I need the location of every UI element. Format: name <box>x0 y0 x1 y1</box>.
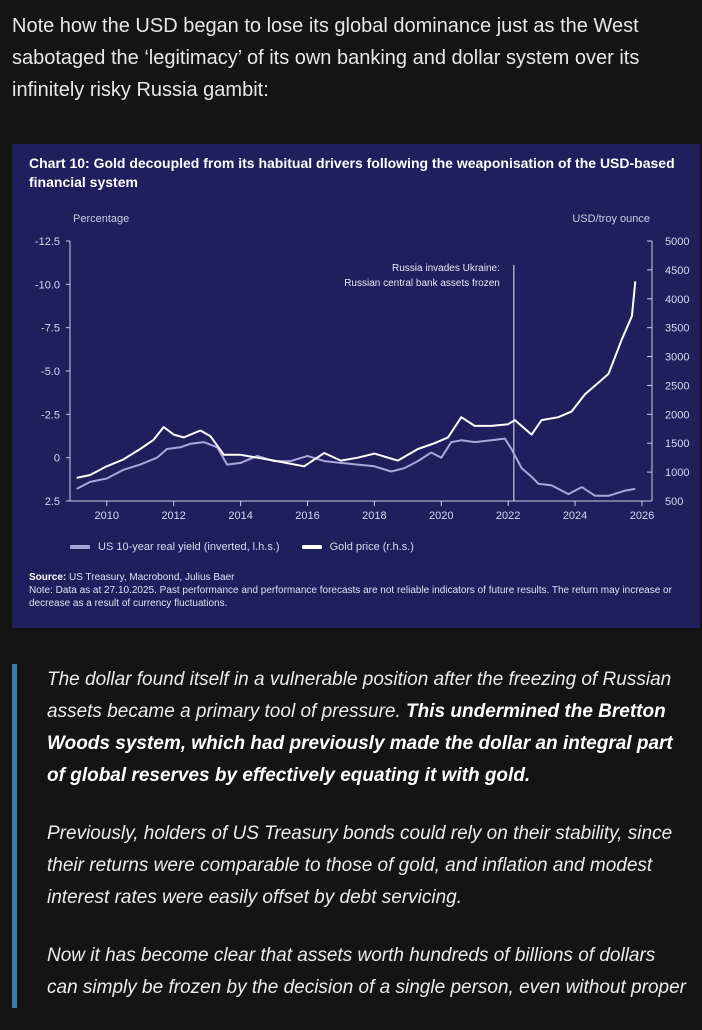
annotation-text-1: Russia invades Ukraine: <box>392 263 500 274</box>
source-text: US Treasury, Macrobond, Julius Baer <box>69 572 235 583</box>
chart-plot: Percentage USD/troy ounce -12.5 -10.0 -7.5 -5… <box>35 213 690 522</box>
quote-paragraph-2: Previously, holders of US Treasury bonds… <box>47 823 673 908</box>
x-tick-label: 2024 <box>563 510 587 522</box>
x-tick-label: 2020 <box>429 510 453 522</box>
blockquote: The dollar found itself in a vulnerable … <box>12 664 702 1008</box>
quote-p1-plain: The dollar found itself in a vulnerable … <box>47 669 672 722</box>
x-tick-label: 2012 <box>161 510 185 522</box>
x-tick-label: 2016 <box>295 510 319 522</box>
source-label: Source: <box>29 572 67 583</box>
left-axis-label: Percentage <box>73 213 129 225</box>
blockquote-text: The dollar found itself in a vulnerable … <box>47 664 687 1030</box>
legend-label-yield: US 10-year real yield (inverted, l.h.s.) <box>98 541 280 553</box>
source-note: Note: Data as at 27.10.2025. Past perfor… <box>29 585 672 609</box>
right-tick-label: 3000 <box>665 352 689 364</box>
legend-item-yield: US 10-year real yield (inverted, l.h.s.) <box>70 541 280 553</box>
right-tick-label: 2000 <box>665 409 689 421</box>
legend-swatch-gold <box>301 545 322 549</box>
x-tick-label: 2026 <box>630 510 654 522</box>
left-tick-label: -12.5 <box>35 236 60 248</box>
series-line-real-yield <box>76 437 636 497</box>
chart-source: Source: US Treasury, Macrobond, Julius B… <box>29 571 689 610</box>
right-tick-label: 4000 <box>665 294 689 306</box>
series-line-gold <box>76 281 637 479</box>
source-line: Source: US Treasury, Macrobond, Julius B… <box>29 571 689 584</box>
right-tick-label: 1500 <box>665 438 689 450</box>
left-tick-label: -5.0 <box>41 366 60 378</box>
chart-card: Percentage USD/troy ounce -12.5 -10.0 -7.5 -5… <box>12 144 700 628</box>
quote-p1-bold: This undermined the Bretton Woods system… <box>47 701 673 786</box>
chart-legend: US 10-year real yield (inverted, l.h.s.)… <box>70 541 414 553</box>
x-tick-label: 2014 <box>228 510 252 522</box>
x-tick-label: 2022 <box>496 510 520 522</box>
left-tick-label: 0 <box>54 453 60 465</box>
right-tick-label: 2500 <box>665 380 689 392</box>
right-axis-label: USD/troy ounce <box>572 213 650 225</box>
right-tick-label: 3500 <box>665 323 689 335</box>
left-tick-label: -7.5 <box>41 323 60 335</box>
right-tick-label: 1000 <box>665 467 689 479</box>
x-tick-label: 2018 <box>362 510 386 522</box>
x-tick-label: 2010 <box>95 510 119 522</box>
legend-swatch-yield <box>70 545 90 549</box>
legend-item-gold: Gold price (r.h.s.) <box>301 541 414 553</box>
intro-paragraph: Note how the USD began to lose its globa… <box>12 15 640 101</box>
left-tick-label: 2.5 <box>45 496 60 508</box>
left-tick-label: -2.5 <box>41 409 60 421</box>
right-tick-label: 500 <box>665 496 683 508</box>
quote-paragraph-3: Now it has become clear that assets wort… <box>47 945 686 998</box>
right-tick-label: 5000 <box>665 236 689 248</box>
annotation-text-2: Russian central bank assets frozen <box>344 278 500 289</box>
legend-label-gold: Gold price (r.h.s.) <box>329 541 414 553</box>
left-tick-label: -10.0 <box>35 279 60 291</box>
quote-paragraph-1: The dollar found itself in a vulnerable … <box>47 664 687 792</box>
chart-title: Chart 10: Gold decoupled from its habitu… <box>29 155 675 190</box>
right-tick-label: 4500 <box>665 265 689 277</box>
